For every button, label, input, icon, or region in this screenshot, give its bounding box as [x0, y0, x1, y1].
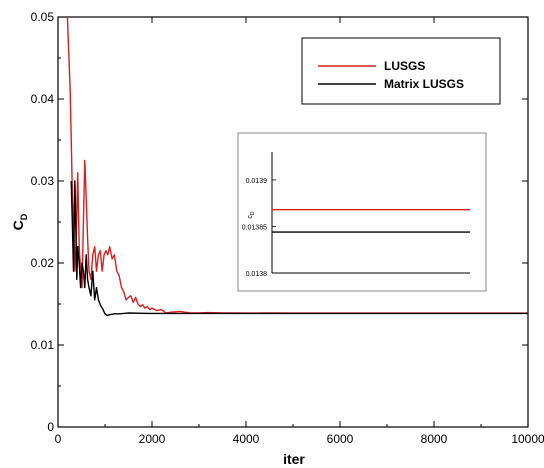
y-tick-label: 0.01 [31, 338, 55, 352]
y-tick-label: 0.02 [31, 256, 55, 270]
y-tick-label: 0.04 [31, 92, 55, 106]
legend: LUSGS Matrix LUSGS [301, 37, 501, 105]
x-tick-label: 8000 [421, 432, 448, 446]
inset-box [237, 132, 487, 292]
inset-y-label-main: c [247, 215, 254, 219]
y-tick-label: 0.03 [31, 174, 55, 188]
legend-box [301, 37, 501, 105]
inset-y-label-sub: D [250, 211, 256, 215]
inset-y-ticks: 0.0138 0.01385 0.0139 [242, 178, 276, 278]
y-axis-label: CD [10, 213, 29, 230]
series-line-lusgs [66, 17, 528, 314]
inset-lines [272, 209, 470, 233]
x-tick-label: 4000 [233, 432, 260, 446]
x-axis-label: iter [283, 451, 305, 467]
y-tick-label: 0.05 [31, 10, 55, 24]
x-tick-label: 2000 [139, 432, 166, 446]
inset-y-tick-label: 0.0138 [246, 271, 268, 278]
x-tick-label: 6000 [327, 432, 354, 446]
inset: 0.0138 0.01385 0.0139 cD [237, 132, 487, 292]
series-line-matrix-lusgs [70, 180, 528, 317]
legend-label-matrix-lusgs: Matrix LUSGS [384, 77, 464, 91]
x-tick-label: 10000 [511, 432, 544, 446]
series-layer [66, 17, 528, 317]
x-axis-ticks: 0 2000 4000 6000 8000 10000 [55, 17, 544, 446]
inset-y-tick-label: 0.0139 [246, 178, 268, 185]
y-axis-ticks: 0 0.01 0.02 0.03 0.04 0.05 [31, 10, 528, 434]
y-axis-label-main: C [10, 220, 26, 230]
x-tick-label: 0 [55, 432, 62, 446]
legend-label-lusgs: LUSGS [384, 59, 425, 73]
y-axis-label-sub: D [19, 213, 29, 220]
inset-y-tick-label: 0.01385 [242, 224, 267, 231]
inset-y-label: cD [247, 211, 256, 219]
y-tick-label: 0 [47, 420, 54, 434]
